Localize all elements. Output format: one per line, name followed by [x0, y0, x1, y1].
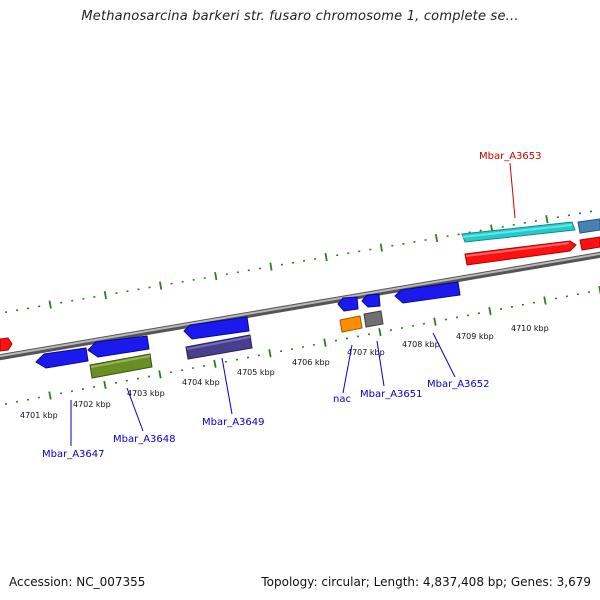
- upper-scale-axis: [4, 210, 593, 314]
- axis-major-tick: [268, 349, 272, 358]
- kbp-label-4706: 4706 kbp: [292, 358, 330, 367]
- gene-label-a3648[interactable]: Mbar_A3648: [113, 434, 176, 445]
- gene-label-a3651[interactable]: Mbar_A3651: [360, 389, 423, 400]
- kbp-label-4701: 4701 kbp: [20, 411, 58, 420]
- axis-major-tick: [378, 328, 382, 337]
- axis-major-tick: [379, 243, 383, 252]
- kbp-label-4704: 4704 kbp: [182, 378, 220, 387]
- axis-major-tick: [324, 252, 328, 262]
- axis-major-tick: [433, 317, 437, 326]
- gene-labels: Mbar_A3647 Mbar_A3648 Mbar_A3649 nac Mba…: [42, 151, 542, 460]
- kbp-labels: 4701 kbp 4702 kbp 4703 kbp 4704 kbp 4705…: [20, 324, 549, 420]
- map-title: Methanosarcina barkeri str. fusaro chrom…: [81, 9, 519, 24]
- gene-mbar-a3653[interactable]: [464, 240, 577, 266]
- gene-label-a3647[interactable]: Mbar_A3647: [42, 449, 105, 460]
- gene-steelblue-edge[interactable]: [577, 218, 600, 234]
- axis-major-tick: [48, 391, 52, 400]
- gene-blue-a[interactable]: [87, 335, 150, 358]
- gene-blue-small-b[interactable]: [361, 293, 381, 308]
- gene-blue-small-a[interactable]: [337, 296, 359, 312]
- axis-major-tick: [48, 300, 52, 309]
- kbp-label-4710: 4710 kbp: [511, 324, 549, 333]
- gene-label-nac[interactable]: nac: [333, 394, 351, 405]
- kbp-label-4707: 4707 kbp: [347, 348, 385, 357]
- axis-major-tick: [434, 234, 439, 243]
- axis-major-tick: [159, 281, 163, 290]
- axis-major-tick: [214, 271, 218, 281]
- axis-major-tick: [158, 370, 162, 379]
- gene-mbar-a3647[interactable]: [35, 347, 89, 369]
- gene-red-left-edge[interactable]: [0, 337, 13, 352]
- kbp-label-4705: 4705 kbp: [237, 368, 275, 377]
- kbp-label-4709: 4709 kbp: [456, 332, 494, 341]
- gene-blue-b[interactable]: [183, 316, 250, 340]
- lower-scale-axis: [4, 285, 600, 405]
- gene-mbar-a3648[interactable]: [89, 353, 153, 379]
- genome-summary-text: Topology: circular; Length: 4,837,408 bp…: [261, 575, 591, 589]
- gene-cyan-block[interactable]: [461, 221, 576, 243]
- axis-major-tick: [543, 296, 547, 305]
- kbp-label-4702: 4702 kbp: [73, 400, 111, 409]
- chromosome-backbone: [0, 251, 600, 361]
- axis-major-tick: [545, 215, 549, 224]
- gene-nac[interactable]: [339, 315, 363, 333]
- gene-mbar-a3652[interactable]: [394, 281, 461, 304]
- genes-reverse-strand: [35, 281, 461, 379]
- axis-major-tick: [103, 380, 107, 389]
- gene-label-a3649[interactable]: Mbar_A3649: [202, 417, 265, 428]
- genes-forward-strand: [0, 218, 600, 352]
- accession-text: Accession: NC_007355: [9, 575, 146, 589]
- kbp-label-4708: 4708 kbp: [402, 340, 440, 349]
- axis-major-tick: [269, 262, 273, 271]
- gene-label-a3652[interactable]: Mbar_A3652: [427, 379, 490, 390]
- gene-mbar-a3651[interactable]: [363, 310, 384, 328]
- axis-major-tick: [488, 307, 492, 316]
- gene-red-edge[interactable]: [579, 236, 600, 251]
- gene-mbar-a3649[interactable]: [185, 334, 253, 360]
- axis-major-tick: [213, 359, 217, 368]
- axis-major-tick: [323, 338, 327, 347]
- gene-label-a3653[interactable]: Mbar_A3653: [479, 151, 542, 162]
- leader-lines: [70, 162, 516, 446]
- kbp-label-4703: 4703 kbp: [127, 389, 165, 398]
- axis-major-tick: [103, 290, 107, 300]
